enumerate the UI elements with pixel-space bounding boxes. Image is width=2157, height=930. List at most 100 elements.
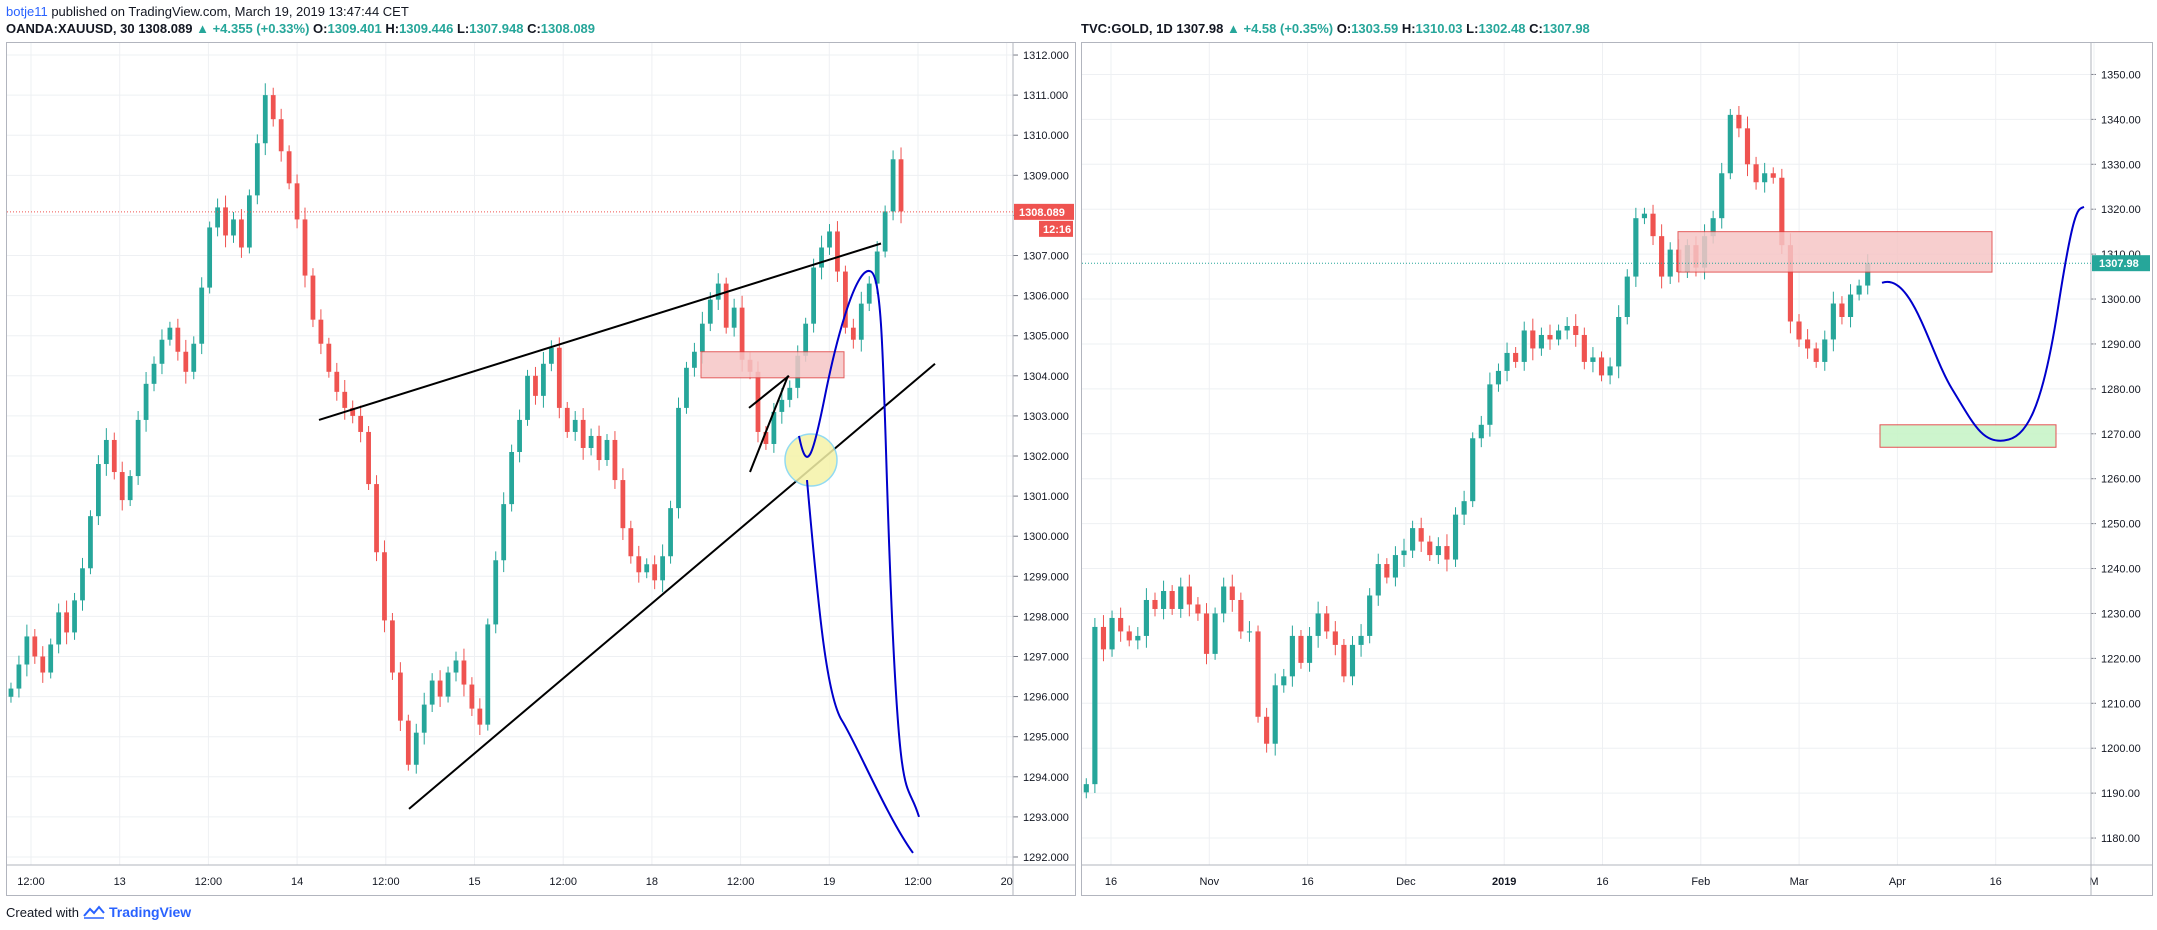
candle-body <box>692 351 697 368</box>
projection-path-b <box>806 479 914 854</box>
candle-body <box>246 195 252 248</box>
candle-body <box>1573 325 1579 335</box>
candle-body <box>1281 676 1287 686</box>
candle-body <box>56 612 62 645</box>
candle-body <box>135 419 141 477</box>
candle-body <box>1581 334 1587 362</box>
candle-body <box>80 568 85 601</box>
candle-body <box>1100 626 1107 650</box>
candle-body <box>223 207 228 236</box>
candle-body <box>64 612 69 633</box>
candle-body <box>803 323 809 356</box>
candle-body <box>1762 173 1768 183</box>
candle-body <box>1435 546 1441 556</box>
candle-body <box>24 636 30 665</box>
mini-trendline-b <box>748 375 790 409</box>
candle-body <box>1169 591 1175 609</box>
y-tick-label: 1309.000 <box>1023 170 1069 182</box>
y-tick-label: 1294.000 <box>1023 772 1069 784</box>
tradingview-brand[interactable]: TradingView <box>108 904 192 920</box>
candle-body <box>668 508 673 557</box>
author-link[interactable]: botje11 <box>6 4 48 19</box>
candle-body <box>48 644 54 673</box>
candle-body <box>1272 685 1278 744</box>
y-tick-label: 1295.000 <box>1023 732 1069 744</box>
right-change: +4.58 (+0.35%) <box>1243 21 1334 36</box>
candle-body <box>866 283 872 304</box>
candle-body <box>771 411 777 444</box>
y-tick-label: 1180.00 <box>2101 833 2140 845</box>
candle-body <box>477 708 483 725</box>
candle-body <box>564 407 570 432</box>
candle-body <box>628 528 634 557</box>
candle-body <box>1770 173 1776 178</box>
right-chart-panel[interactable]: 1350.00 1340.00 1330.00 1320.00 1310.00 1300.… <box>1081 42 2153 897</box>
candle-body <box>660 556 666 581</box>
candle-body <box>397 672 403 721</box>
candle-body <box>437 680 443 697</box>
candle-body <box>1452 514 1459 560</box>
candle-body <box>167 327 173 340</box>
candle-body <box>676 407 681 509</box>
candle-body <box>874 251 880 284</box>
candle-body <box>1315 613 1321 636</box>
candle-body <box>843 271 848 328</box>
candle-body <box>644 564 650 573</box>
price-label-box <box>2092 255 2150 272</box>
candle-body <box>111 439 117 473</box>
right-low: 1302.48 <box>1478 21 1526 36</box>
candle-body <box>326 343 332 372</box>
right-symbol-info: TVC:GOLD, 1D 1307.98 ▲ +4.58 (+0.35%) O:… <box>1081 21 1590 36</box>
candle-body <box>493 560 499 625</box>
y-tick-label: 1312.000 <box>1023 50 1069 62</box>
up-triangle-icon: ▲ <box>1226 21 1240 36</box>
candle-body <box>1487 384 1493 425</box>
candle-body <box>556 347 562 408</box>
candle-body <box>1118 617 1124 632</box>
left-low: 1307.948 <box>469 21 524 36</box>
candle-body <box>1787 245 1793 322</box>
created-with-text: Created with <box>6 904 79 920</box>
right-chart-svg[interactable]: 1350.00 1340.00 1330.00 1320.00 1310.00 1300.… <box>1082 43 2152 897</box>
candle-body <box>1410 528 1416 551</box>
x-tick-label: M <box>2089 876 2098 888</box>
candle-body <box>143 383 149 420</box>
candle-body <box>652 564 658 581</box>
candle-body <box>572 419 578 432</box>
candle-body <box>1178 586 1184 609</box>
x-tick-label: 18 <box>646 876 658 888</box>
candle-body <box>151 363 157 384</box>
candle-body <box>1719 173 1725 219</box>
candle-body <box>787 387 793 400</box>
x-tick-label: 19 <box>823 876 835 888</box>
left-chart-svg[interactable]: 1312.0001311.0001310.0001309.0001308.000… <box>7 43 1075 897</box>
candle-body <box>1822 339 1828 362</box>
candle-body <box>1264 716 1270 744</box>
candle-body <box>739 307 745 360</box>
candle-body <box>421 704 427 733</box>
y-tick-label: 1220.00 <box>2101 653 2141 665</box>
candle-body <box>461 660 467 685</box>
candle-body <box>541 363 546 396</box>
candle-body <box>882 211 888 252</box>
highlight-circle <box>784 433 838 487</box>
y-tick-label: 1297.000 <box>1023 651 1069 663</box>
candle-body <box>1349 644 1356 677</box>
candle-body <box>413 732 419 765</box>
candle-body <box>819 247 824 268</box>
y-tick-label: 1200.00 <box>2101 743 2141 755</box>
up-triangle-icon: ▲ <box>196 21 209 36</box>
candle-body <box>604 439 610 461</box>
candle-body <box>1143 599 1149 636</box>
y-tick-label: 1293.000 <box>1023 812 1069 824</box>
left-chart-panel[interactable]: 1312.0001311.0001310.0001309.0001308.000… <box>6 42 1076 897</box>
y-tick-label: 1250.00 <box>2101 519 2141 531</box>
y-tick-label: 1310.00 <box>2101 249 2141 261</box>
candle-body <box>699 323 705 352</box>
candle-body <box>1504 352 1510 371</box>
candle-body <box>1289 635 1295 677</box>
y-tick-label: 1305.000 <box>1023 331 1069 343</box>
candle-body <box>850 327 856 340</box>
left-symbol-info: OANDA:XAUUSD, 30 1308.089 ▲ +4.355 (+0.3… <box>6 21 596 36</box>
candle-body <box>1255 631 1261 717</box>
